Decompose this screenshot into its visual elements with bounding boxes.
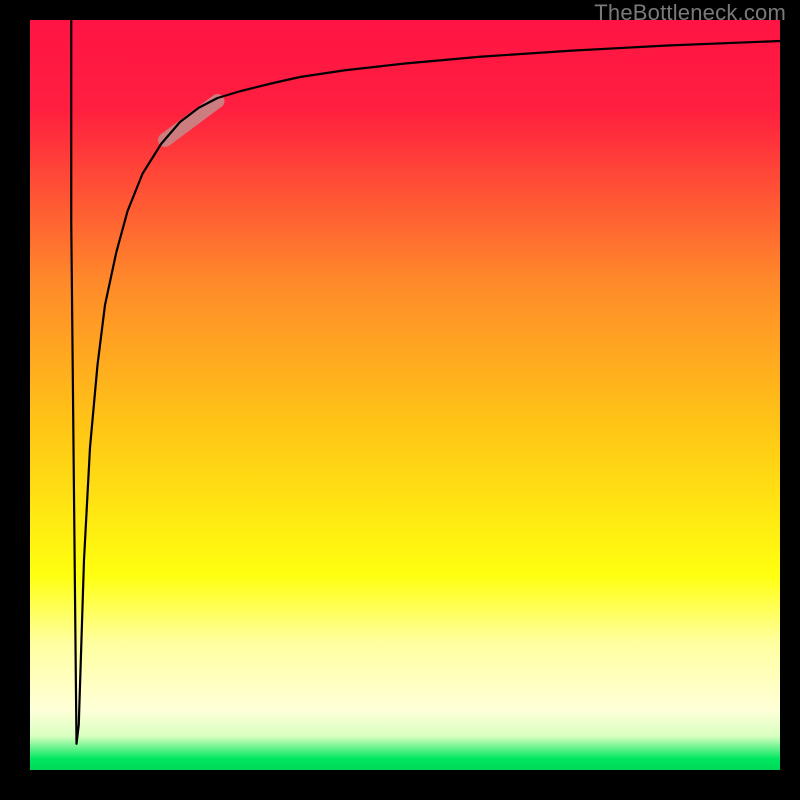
plot-background xyxy=(30,20,780,770)
chart-svg xyxy=(0,0,800,800)
watermark-text: TheBottleneck.com xyxy=(594,0,786,26)
chart-container: TheBottleneck.com xyxy=(0,0,800,800)
